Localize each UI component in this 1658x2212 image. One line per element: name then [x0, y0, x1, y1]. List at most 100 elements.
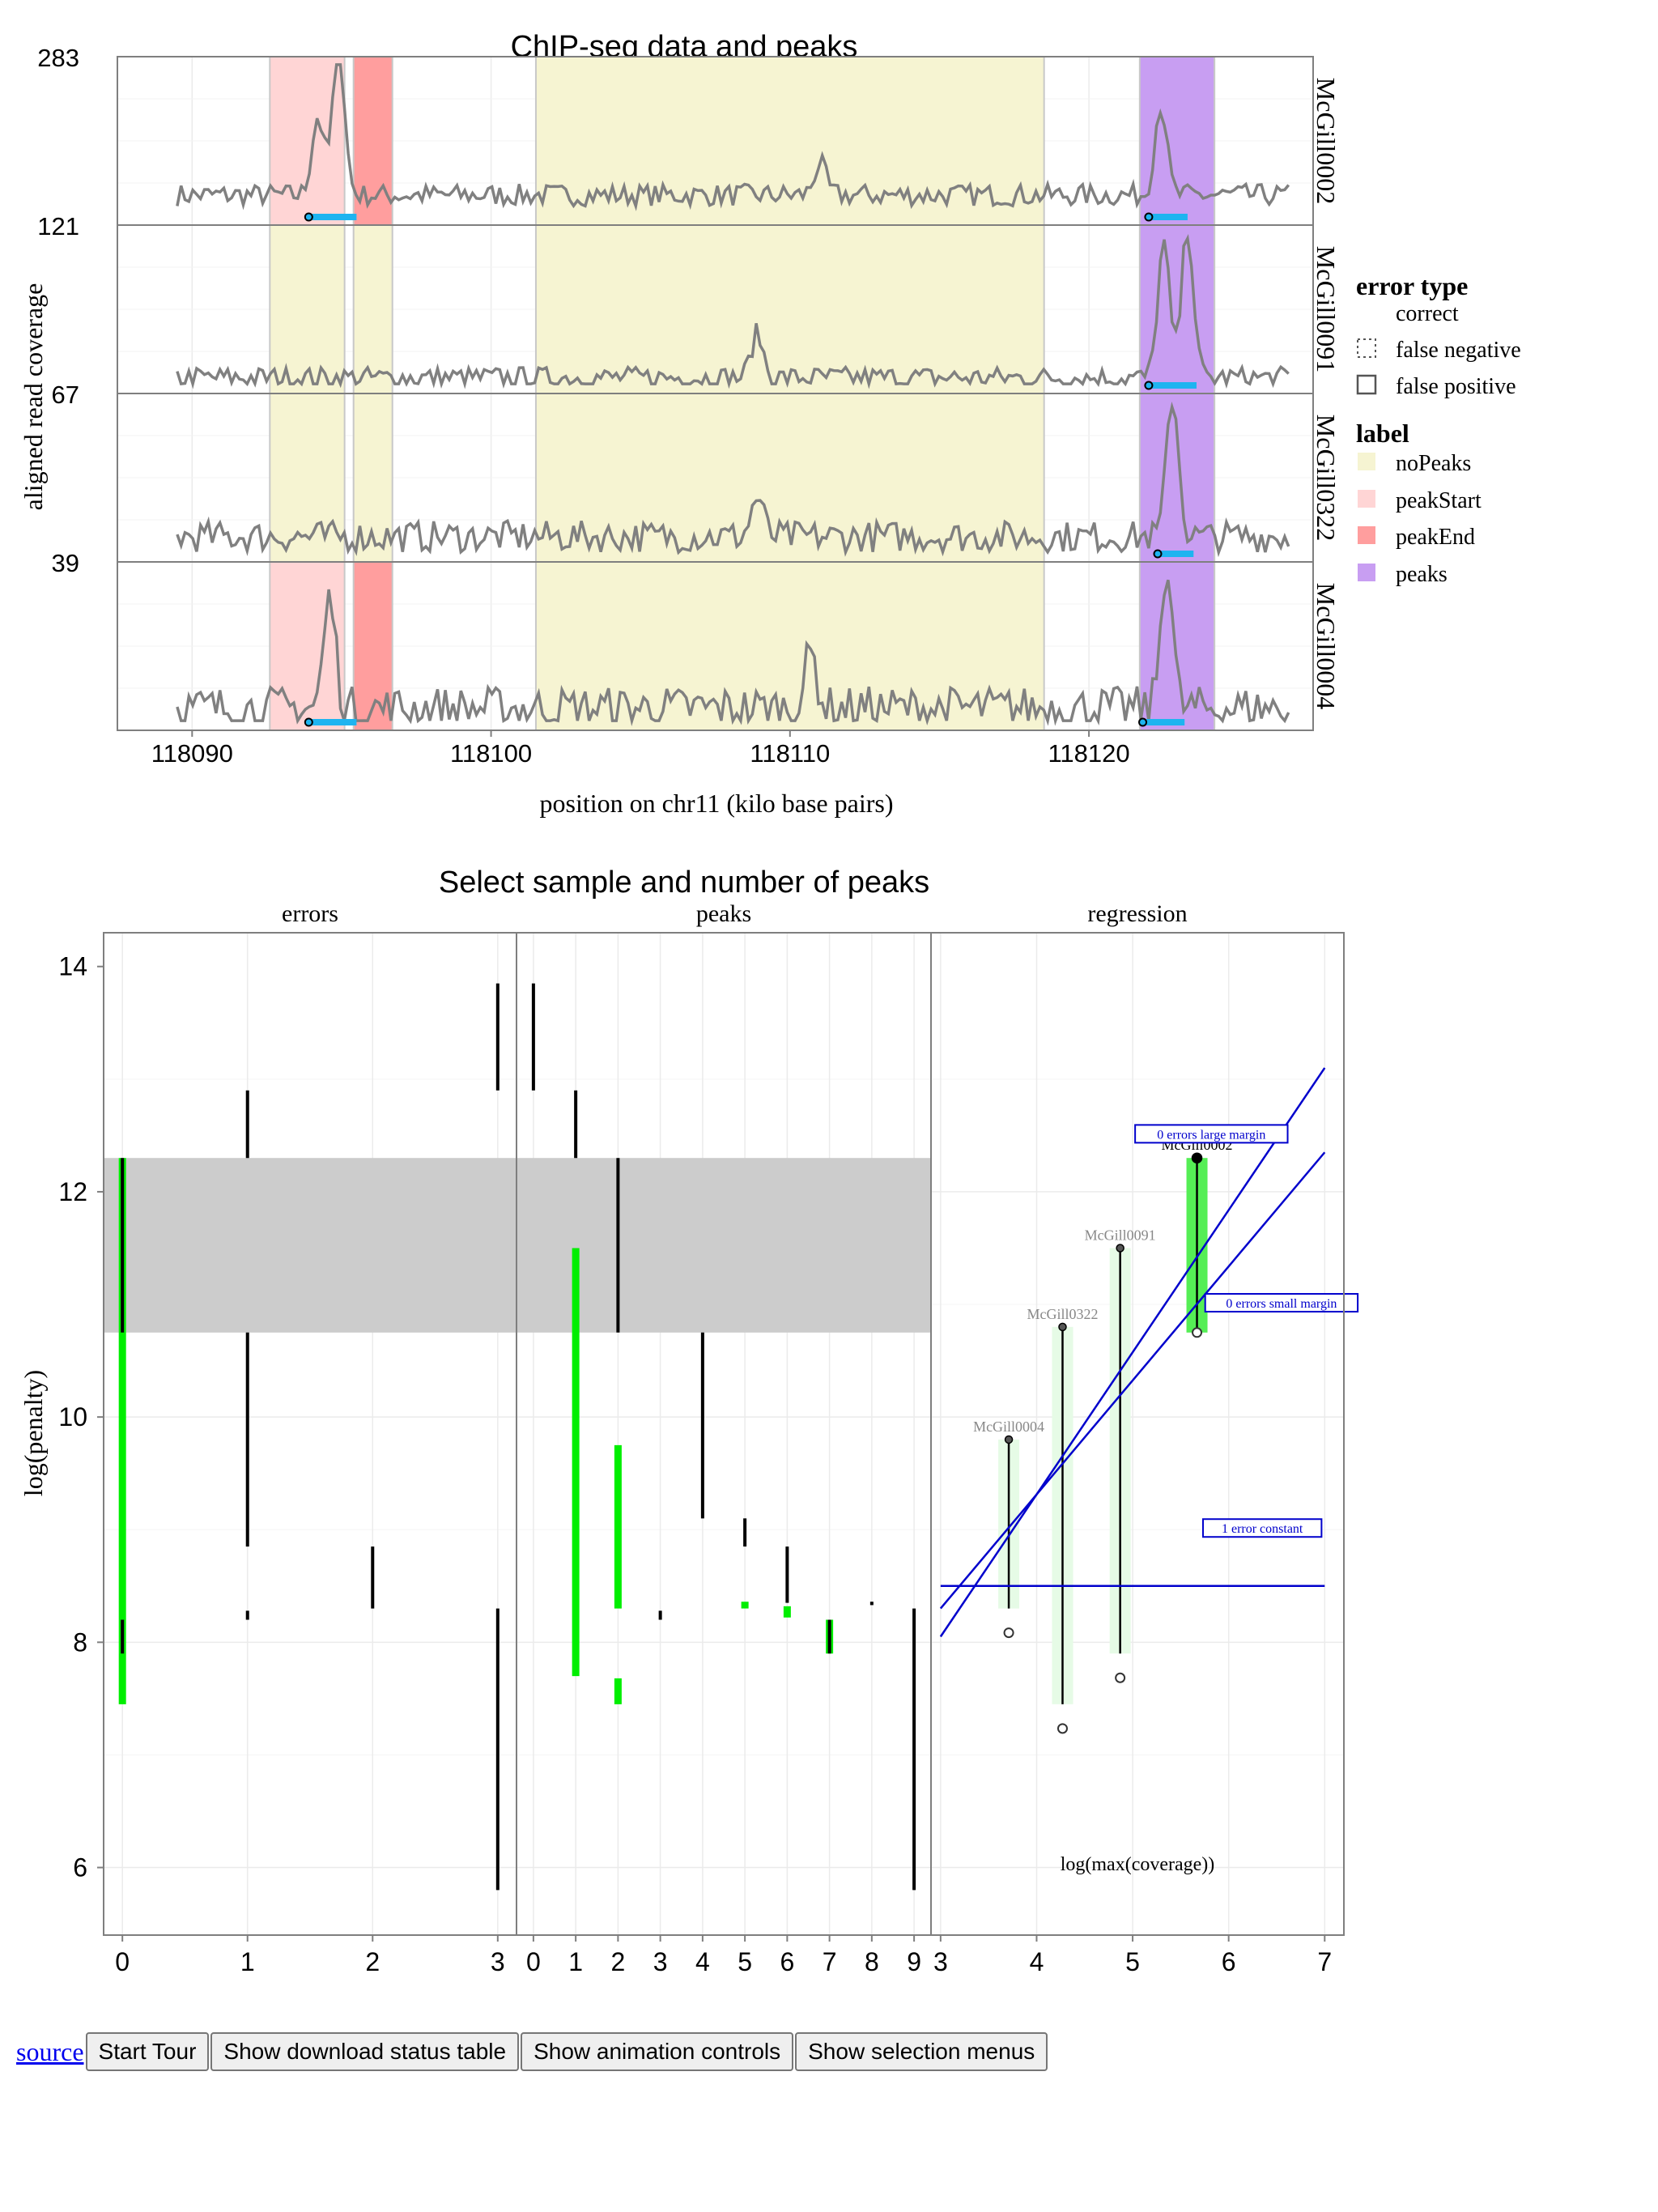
- regression-lower-point: [1056, 1723, 1068, 1734]
- selection-chart: Select sample and number of peaks errors…: [19, 866, 1359, 1976]
- legend-error-type-false-negative: false negative: [1396, 338, 1521, 363]
- regression-sample-label: McGill0322: [1027, 1306, 1098, 1322]
- panel-border: [117, 561, 1314, 731]
- facet-background-regression: [931, 933, 1344, 1935]
- label-region-noPeaks: [269, 224, 346, 394]
- coverage-line-McGill0004: [176, 579, 1290, 726]
- start-tour-button[interactable]: Start Tour: [85, 2032, 210, 2071]
- x-tick-label: 4: [695, 1947, 710, 1976]
- label-region-noPeaks: [534, 224, 1045, 394]
- panel-strip-McGill0091: McGill0091: [1312, 246, 1341, 372]
- regression-upper-point: [1004, 1435, 1014, 1444]
- regression-lower-point: [1192, 1327, 1203, 1338]
- facet-background-peaks: [517, 933, 931, 1935]
- x-tick-label: 4: [1030, 1947, 1044, 1976]
- label-region-noPeaks: [269, 393, 346, 563]
- controls-bar: source Start Tour Show download status t…: [16, 2032, 1049, 2071]
- source-link[interactable]: source: [16, 2036, 84, 2066]
- legend-key-peakStart: [1358, 490, 1375, 508]
- regression-line: [939, 1151, 1326, 1610]
- panel-ymax-label: 67: [52, 381, 79, 409]
- show-selection-menus-button[interactable]: Show selection menus: [795, 2032, 1048, 2071]
- x-tick-label: 118090: [151, 739, 233, 768]
- peak-start-point: [1153, 549, 1163, 559]
- label-region-peakStart: [269, 56, 346, 226]
- x-tick-label: 0: [526, 1947, 541, 1976]
- peak-start-point: [1144, 212, 1154, 222]
- regression-sample-label: McGill0004: [973, 1419, 1044, 1435]
- coverage-line-McGill0002: [176, 63, 1290, 211]
- facet-border: [930, 932, 1345, 1936]
- regression-upper-point: [1058, 1322, 1067, 1332]
- legend-error-type-title: error type: [1356, 271, 1468, 300]
- x-tick-label: 2: [610, 1947, 625, 1976]
- y-tick-label: 6: [73, 1853, 87, 1882]
- regression-xlabel: log(max(coverage)): [1061, 1854, 1215, 1875]
- y-tick-label: 14: [58, 952, 87, 981]
- x-tick-label: 7: [823, 1947, 837, 1976]
- regression-lower-point: [1115, 1672, 1126, 1683]
- legend-label-title: label: [1356, 419, 1409, 448]
- panel-strip-McGill0322: McGill0322: [1312, 415, 1341, 541]
- legend-error-type-false-positive: false positive: [1396, 374, 1516, 399]
- x-tick-label: 3: [491, 1947, 505, 1976]
- x-tick-label: 6: [1222, 1947, 1236, 1976]
- label-region-peaks: [1138, 56, 1216, 226]
- label-region-peaks: [1138, 224, 1216, 394]
- chipseq-legend: error type label correct false negative fa…: [1356, 271, 1521, 587]
- show-animation-controls-button[interactable]: Show animation controls: [521, 2032, 794, 2071]
- regression-line-label-box: [1134, 1124, 1289, 1144]
- legend-key-noPeaks: [1358, 453, 1375, 470]
- selected-sample-band: [517, 1158, 931, 1333]
- y-tick-label: 12: [58, 1177, 87, 1206]
- legend-key-peakEnd: [1358, 526, 1375, 544]
- x-tick-label: 118110: [750, 739, 830, 768]
- facet-background-errors: [104, 933, 517, 1935]
- label-region-peaks: [1138, 561, 1216, 731]
- x-tick-label: 118100: [450, 739, 532, 768]
- regression-line: [939, 1067, 1326, 1638]
- peak-start-point: [304, 212, 313, 222]
- x-tick-label: 1: [240, 1947, 255, 1976]
- regression-sample-label: McGill0091: [1085, 1227, 1156, 1243]
- x-tick-label: 5: [738, 1947, 752, 1976]
- facet-strip-peaks: peaks: [696, 900, 751, 927]
- facet-strip-errors: errors: [282, 900, 338, 927]
- regression-line-label-box: [1204, 1293, 1359, 1313]
- x-tick-label: 2: [365, 1947, 380, 1976]
- y-tick-label: 10: [58, 1402, 87, 1431]
- regression-line-label-box: [1201, 1518, 1323, 1538]
- legend-key-false-positive: [1356, 374, 1377, 395]
- chart1-xlabel: position on chr11 (kilo base pairs): [540, 789, 894, 818]
- legend-label-noPeaks: noPeaks: [1396, 451, 1471, 476]
- show-download-status-table-button[interactable]: Show download status table: [210, 2032, 520, 2071]
- peak-start-point: [1138, 717, 1148, 727]
- chipseq-chart: ChIP-seq data and peaks 283McGill0002121…: [19, 30, 1521, 818]
- x-tick-label: 3: [933, 1947, 948, 1976]
- panel-strip-McGill0002: McGill0002: [1312, 78, 1341, 204]
- x-tick-label: 5: [1125, 1947, 1140, 1976]
- chart2-title: Select sample and number of peaks: [439, 866, 929, 900]
- panel-ymax-label: 121: [37, 212, 79, 240]
- label-region-peakStart: [269, 561, 346, 731]
- x-tick-label: 1: [568, 1947, 583, 1976]
- panel-strip-McGill0004: McGill0004: [1312, 583, 1341, 709]
- panel-ymax-label: 39: [52, 549, 79, 577]
- selected-sample-band: [104, 1158, 517, 1333]
- coverage-line-McGill0091: [176, 233, 1290, 389]
- label-region-noPeaks: [534, 56, 1045, 226]
- chart2-ylabel: log(penalty): [19, 1370, 48, 1496]
- x-tick-label: 3: [653, 1947, 668, 1976]
- peak-start-point: [1144, 381, 1154, 390]
- regression-line-label: 0 errors small margin: [1226, 1297, 1337, 1311]
- legend-key-false-negative: [1357, 338, 1376, 358]
- chart1-ylabel: aligned read coverage: [19, 283, 48, 511]
- x-tick-label: 9: [907, 1947, 921, 1976]
- label-region-noPeaks: [352, 224, 393, 394]
- x-tick-label: 6: [780, 1947, 794, 1976]
- regression-line-label: 1 error constant: [1222, 1522, 1303, 1536]
- legend-label-peakStart: peakStart: [1396, 488, 1482, 513]
- regression-upper-point: [1191, 1152, 1203, 1163]
- legend-label-peaks: peaks: [1396, 562, 1448, 587]
